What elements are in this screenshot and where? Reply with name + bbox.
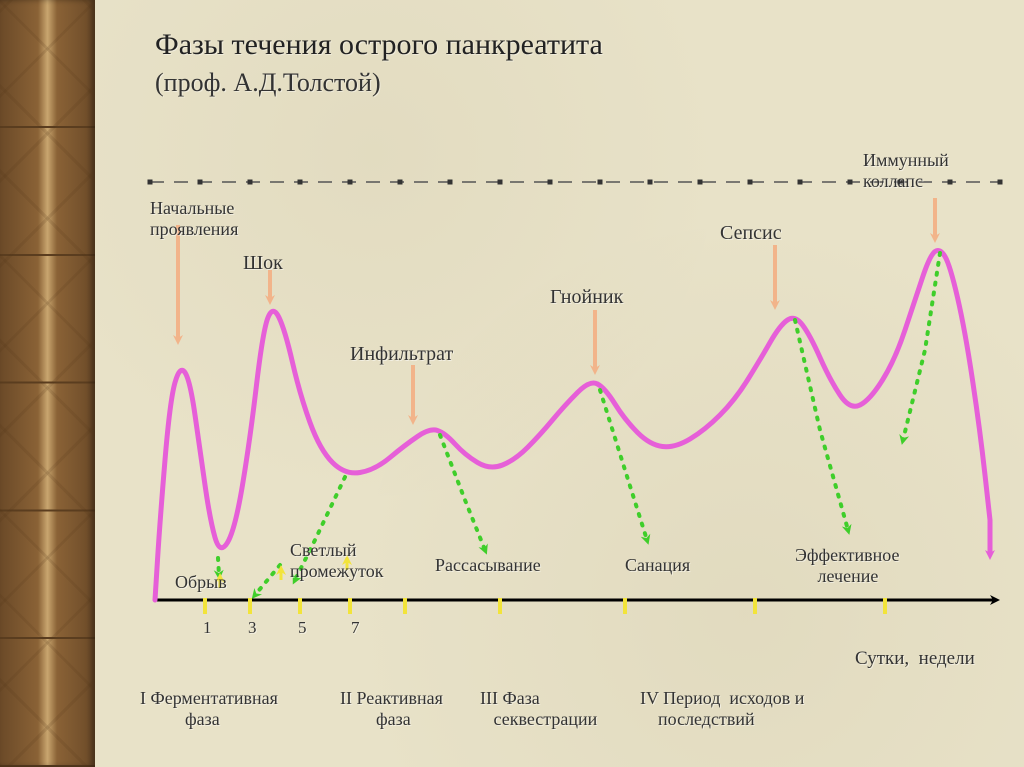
outcome-label: Эффективное лечение [795, 545, 899, 586]
peak-label: Шок [243, 252, 283, 275]
decorative-sidebar [0, 0, 95, 767]
outcome-label: Обрыв [175, 572, 227, 593]
phase-label: IV Период исходов и последствий [640, 688, 804, 729]
phase-label: II Реактивная фаза [340, 688, 443, 729]
axis-caption: Сутки, недели [855, 648, 975, 670]
peak-label: Начальные проявления [150, 198, 238, 239]
tick-label: 1 [203, 618, 212, 638]
tick-label: 7 [351, 618, 360, 638]
phase-label: III Фаза секвестрации [480, 688, 597, 729]
outcome-label: Рассасывание [435, 555, 541, 576]
peak-label: Сепсис [720, 222, 782, 245]
outcome-label: Светлый промежуток [290, 540, 383, 581]
peak-label: Инфильтрат [350, 343, 453, 366]
peak-label: Иммунный коллапс [863, 150, 949, 191]
peak-label: Гнойник [550, 286, 623, 309]
tick-label: 5 [298, 618, 307, 638]
chart-area: { "title": "Фазы течения острого панкреа… [95, 0, 1024, 767]
outcome-label: Санация [625, 555, 690, 576]
phase-label: I Ферментативная фаза [140, 688, 278, 729]
tick-label: 3 [248, 618, 257, 638]
